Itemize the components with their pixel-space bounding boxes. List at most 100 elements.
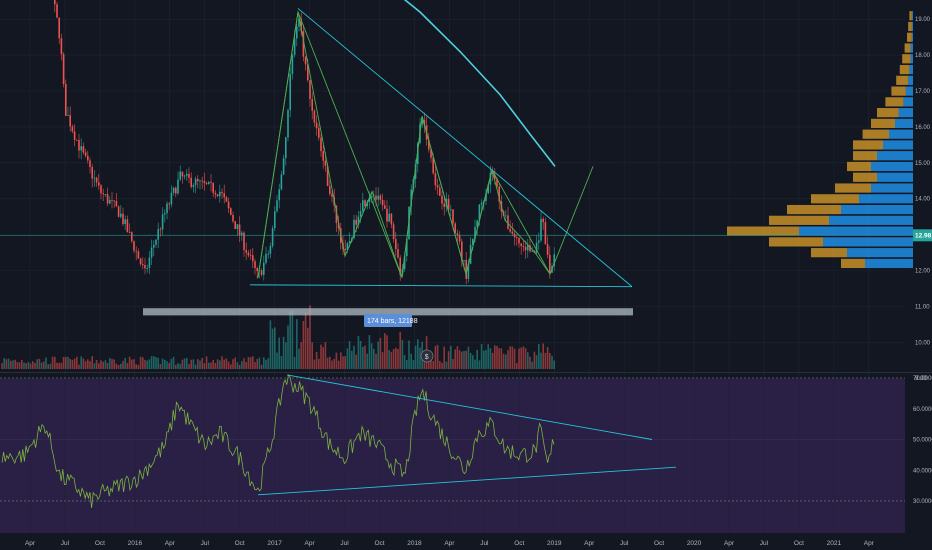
volume-bar xyxy=(115,363,118,369)
rsi-tick-label: 60.0000 xyxy=(913,407,932,413)
volume-bar xyxy=(287,325,289,369)
time-tick-label: Jul xyxy=(480,540,489,547)
candle-body xyxy=(304,56,307,65)
candle-body xyxy=(403,256,406,270)
price-tick-label: 14.00 xyxy=(915,197,931,203)
volume-bar xyxy=(25,363,27,369)
candle-body xyxy=(443,203,445,207)
volume-bar xyxy=(509,346,511,369)
volume-profile-down-bar xyxy=(787,204,841,215)
volume-bar xyxy=(335,352,338,369)
candle-body xyxy=(509,228,511,232)
volume-bar xyxy=(47,364,49,369)
volume-bar xyxy=(553,360,555,369)
volume-bar xyxy=(476,349,478,369)
volume-bar xyxy=(357,336,360,369)
rsi-axis: 70.0000 60.0000 50.0000 40.0000 30.0000 xyxy=(913,376,932,505)
volume-bar xyxy=(32,361,34,369)
pattern-triangle-left xyxy=(257,10,403,278)
volume-bar xyxy=(188,364,190,369)
volume-profile-up-bar xyxy=(910,43,913,53)
volume-bar xyxy=(170,358,173,369)
volume-profile-down-bar xyxy=(904,43,911,53)
volume-profile-down-bar xyxy=(847,161,871,172)
volume-profile-up-bar xyxy=(910,54,913,64)
volume-bar xyxy=(355,354,357,369)
volume-bar xyxy=(212,359,214,369)
volume-bar xyxy=(128,356,131,369)
volume-bar xyxy=(302,320,305,369)
candle-body xyxy=(117,206,120,217)
volume-bar xyxy=(496,345,498,369)
candle-body xyxy=(190,177,192,187)
candle-body xyxy=(296,26,298,39)
candle-body xyxy=(216,194,219,197)
candle-body xyxy=(186,173,188,176)
volume-bar xyxy=(56,362,58,369)
candle-body xyxy=(194,178,197,186)
volume-bar xyxy=(403,355,406,369)
candle-body xyxy=(87,155,89,161)
dividend-badge-circle[interactable] xyxy=(420,349,434,363)
candle-body xyxy=(133,241,135,251)
candle-body xyxy=(276,200,278,212)
volume-bar xyxy=(10,360,12,369)
volume-bar xyxy=(546,346,549,369)
candle-body xyxy=(298,18,300,27)
volume-bar xyxy=(69,358,71,369)
volume-bar xyxy=(58,362,60,369)
candle-body xyxy=(170,192,173,205)
volume-profile-down-bar xyxy=(835,183,871,193)
volume-bar xyxy=(82,358,85,369)
candle-body xyxy=(227,201,230,209)
candle-body xyxy=(199,180,201,182)
candle-body xyxy=(293,38,296,55)
candle-body xyxy=(56,4,58,18)
candle-body xyxy=(210,181,212,183)
volume-bar xyxy=(489,348,492,369)
volume-bar xyxy=(148,359,151,369)
volume-bar xyxy=(311,342,313,369)
volume-bar xyxy=(542,343,544,369)
volume-bar xyxy=(27,361,30,369)
candle-body xyxy=(188,173,190,178)
volume-bar xyxy=(414,345,417,369)
volume-bar xyxy=(34,362,36,369)
volume-bar xyxy=(49,363,52,369)
candle-body xyxy=(234,221,236,229)
candle-body xyxy=(524,246,527,251)
volume-bar xyxy=(181,359,184,369)
candle-body xyxy=(93,177,96,179)
volume-bar xyxy=(45,357,47,369)
range-measure-box xyxy=(364,314,412,327)
volume-bar xyxy=(3,358,5,369)
volume-bar xyxy=(505,354,507,369)
candle-body xyxy=(335,205,338,224)
candle-body xyxy=(458,235,461,242)
volume-bar xyxy=(223,359,225,369)
candle-body xyxy=(465,260,467,279)
candle-body xyxy=(126,219,129,233)
volume-bar xyxy=(14,359,16,369)
rsi-line xyxy=(1,373,555,509)
volume-bar xyxy=(507,350,509,369)
volume-profile-down-bar xyxy=(853,172,877,182)
volume-bar xyxy=(375,353,377,369)
rsi-pane-background xyxy=(0,379,905,533)
volume-bar xyxy=(307,327,309,369)
candle-body xyxy=(410,189,412,207)
volume-bar xyxy=(179,363,181,369)
dividend-badge[interactable]: $ xyxy=(420,349,434,363)
volume-bar xyxy=(234,357,236,369)
candle-body xyxy=(527,245,529,251)
time-tick-label: Apr xyxy=(444,540,455,547)
volume-bar xyxy=(109,358,111,369)
volume-profile-up-bar xyxy=(847,248,913,258)
candle-body xyxy=(388,213,390,222)
volume-profile-down-bar xyxy=(909,11,912,21)
volume-profile-up-bar xyxy=(908,75,913,85)
volume-bar xyxy=(183,358,186,369)
volume-bar xyxy=(487,344,489,369)
candle-body xyxy=(135,250,137,252)
